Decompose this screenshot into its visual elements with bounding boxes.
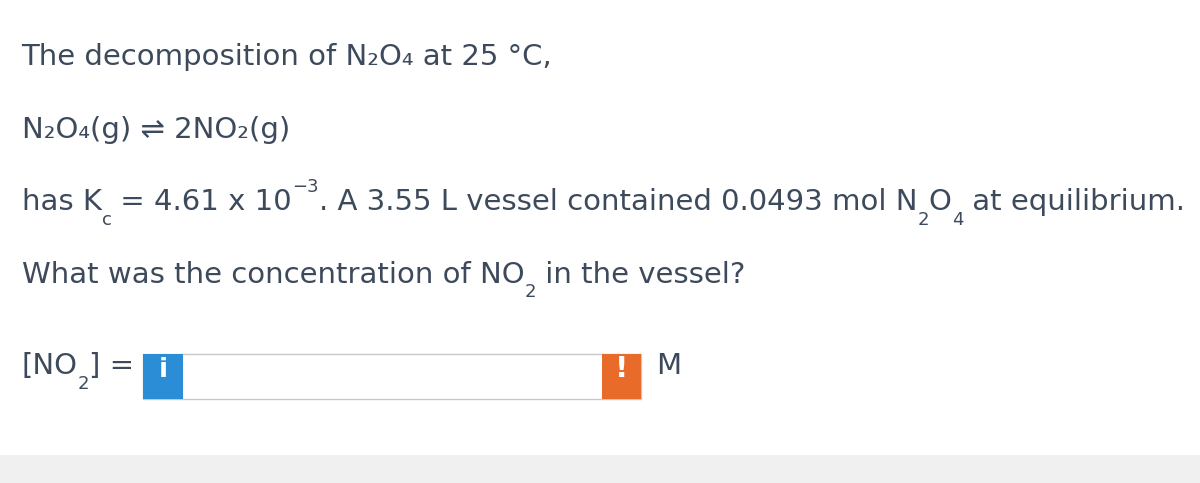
- Text: i: i: [158, 357, 168, 383]
- Text: 4: 4: [952, 211, 964, 228]
- Text: !: !: [614, 355, 629, 383]
- Text: c: c: [102, 211, 112, 228]
- Text: What was the concentration of NO: What was the concentration of NO: [22, 260, 524, 288]
- Text: O: O: [929, 188, 952, 216]
- Text: N₂O₄(g) ⇌ 2NO₂(g): N₂O₄(g) ⇌ 2NO₂(g): [22, 115, 290, 143]
- Text: = 4.61 x 10: = 4.61 x 10: [112, 188, 292, 216]
- Text: M: M: [656, 352, 680, 380]
- Text: −3: −3: [292, 178, 319, 196]
- Text: 2: 2: [78, 375, 89, 393]
- Text: [NO: [NO: [22, 352, 78, 380]
- FancyBboxPatch shape: [144, 355, 642, 399]
- Text: has K: has K: [22, 188, 102, 216]
- Text: . A 3.55 L vessel contained 0.0493 mol N: . A 3.55 L vessel contained 0.0493 mol N: [319, 188, 917, 216]
- Text: 2: 2: [524, 283, 535, 301]
- Text: The decomposition of N₂O₄ at 25 °C,: The decomposition of N₂O₄ at 25 °C,: [22, 43, 552, 71]
- Text: in the vessel?: in the vessel?: [535, 260, 745, 288]
- Text: 2: 2: [917, 211, 929, 228]
- Text: ] =: ] =: [89, 352, 144, 380]
- Text: at equilibrium.: at equilibrium.: [964, 188, 1186, 216]
- FancyBboxPatch shape: [602, 355, 642, 399]
- FancyBboxPatch shape: [0, 455, 1200, 483]
- FancyBboxPatch shape: [144, 355, 184, 399]
